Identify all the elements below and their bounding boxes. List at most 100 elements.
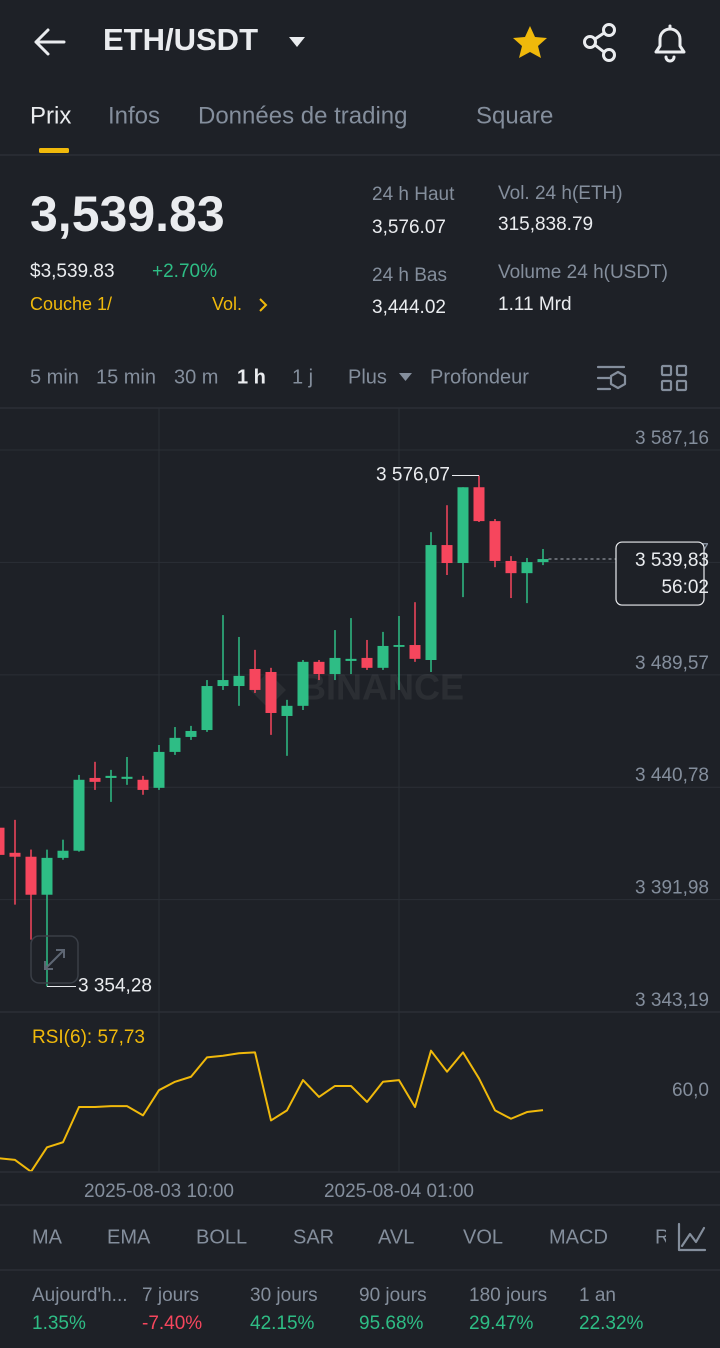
stat-label: 24 h Bas	[372, 265, 447, 286]
period-label: Aujourd'h...	[32, 1285, 128, 1306]
indicator[interactable]: BOLL	[196, 1226, 247, 1248]
candle-body	[329, 657, 341, 675]
period-value: -7.40%	[142, 1313, 202, 1334]
indicator[interactable]: EMA	[107, 1226, 151, 1248]
tab[interactable]: Square	[476, 102, 553, 129]
interval[interactable]: 5 min	[30, 366, 79, 388]
candle-body	[505, 560, 517, 574]
x-tick-label: 2025-08-04 01:00	[324, 1181, 474, 1202]
candle-body	[41, 857, 53, 895]
stat-label: Volume 24 h(USDT)	[498, 262, 668, 283]
tab[interactable]: Infos	[108, 102, 160, 129]
stat-value: 1.11 Mrd	[498, 294, 572, 315]
candle-body	[313, 661, 325, 675]
candle-body	[153, 751, 165, 788]
candle-body	[25, 856, 37, 895]
interval-active[interactable]: 1 h	[237, 366, 266, 388]
layout-icon[interactable]	[660, 364, 688, 392]
candle-body	[137, 779, 149, 790]
share-icon[interactable]	[583, 23, 616, 62]
candle-body	[169, 737, 181, 752]
candle-body	[57, 850, 69, 858]
candle-body	[393, 645, 405, 647]
candle-body	[185, 730, 197, 737]
period-label: 180 jours	[469, 1285, 547, 1306]
candle-body	[345, 658, 357, 661]
rsi-line	[0, 1049, 544, 1173]
candle-body	[0, 827, 5, 855]
pair-title[interactable]: ETH/USDT	[103, 22, 258, 57]
tab[interactable]: Données de trading	[198, 102, 407, 129]
indicator[interactable]: AVL	[378, 1226, 414, 1248]
period-label: 1 an	[579, 1285, 616, 1306]
tab[interactable]: Prix	[30, 102, 71, 129]
y-tick-label: 3 587,16	[635, 428, 709, 449]
more-caret	[399, 373, 412, 381]
price-change: +2.70%	[152, 261, 217, 282]
candle-body	[121, 776, 133, 779]
y-tick-label: 3 489,57	[635, 653, 709, 674]
period-label: 30 jours	[250, 1285, 318, 1306]
low-label: 3 354,28	[78, 975, 152, 996]
period-label: 90 jours	[359, 1285, 427, 1306]
pair-caret[interactable]	[289, 37, 305, 47]
candle-body	[281, 705, 293, 716]
expand-button[interactable]	[30, 935, 79, 984]
candle-body	[105, 775, 117, 778]
indicator[interactable]: MA	[32, 1226, 63, 1248]
candle-body	[457, 487, 469, 564]
indicator[interactable]: MACD	[549, 1226, 608, 1248]
y-tick-label: 3 440,78	[635, 765, 709, 786]
period-value: 42.15%	[250, 1313, 315, 1334]
interval[interactable]: 1 j	[292, 366, 313, 388]
candle-body	[89, 777, 101, 782]
x-tick-label: 2025-08-03 10:00	[84, 1181, 234, 1202]
candle-body	[377, 645, 389, 668]
tab-indicator	[39, 148, 69, 153]
candle-body	[73, 779, 85, 851]
candle-body	[265, 671, 277, 713]
indicator[interactable]: SAR	[293, 1226, 334, 1248]
chevron	[259, 298, 268, 312]
stat-label: 24 h Haut	[372, 184, 455, 205]
interval[interactable]: 30 m	[174, 366, 218, 388]
candle-body	[521, 562, 533, 574]
candle-body	[361, 657, 373, 668]
chart-settings-icon[interactable]	[596, 365, 627, 391]
candle-body	[201, 686, 213, 731]
back-button[interactable]	[34, 28, 66, 56]
candle-body	[441, 545, 453, 564]
high-label: 3 576,07	[376, 465, 450, 486]
candle-body	[489, 521, 501, 561]
period-value: 29.47%	[469, 1313, 534, 1334]
last-price-box	[615, 541, 705, 606]
volume-link[interactable]: Vol.	[212, 294, 242, 314]
period-value: 22.32%	[579, 1313, 644, 1334]
last-price: 3,539.83	[30, 186, 225, 242]
candle-body	[425, 545, 437, 661]
interval[interactable]: 15 min	[96, 366, 156, 388]
stat-value: 315,838.79	[498, 214, 593, 235]
stat-value: 3,576.07	[372, 217, 446, 238]
indicator[interactable]: VOL	[463, 1226, 503, 1248]
favorite-icon[interactable]	[513, 26, 547, 58]
indicator[interactable]: R	[655, 1226, 669, 1248]
alert-icon[interactable]	[654, 24, 686, 63]
period-value: 95.68%	[359, 1313, 424, 1334]
fiat-price: $3,539.83	[30, 261, 115, 282]
stat-value: 3,444.02	[372, 297, 446, 318]
plot: 3 576,07 3 354,28 3 539,83 56:02	[0, 465, 709, 1173]
candle-body	[297, 661, 309, 706]
interval-more[interactable]: Plus	[348, 366, 387, 388]
y-tick-label: 3 391,98	[635, 878, 709, 899]
depth-tab[interactable]: Profondeur	[430, 366, 529, 388]
candle-body	[9, 852, 21, 857]
period-value: 1.35%	[32, 1313, 86, 1334]
indicator-settings-icon[interactable]	[677, 1222, 707, 1252]
period-label: 7 jours	[142, 1285, 199, 1306]
candle-body	[249, 668, 261, 690]
category-tag[interactable]: Couche 1/	[30, 294, 112, 314]
watermark: BINANCE	[300, 667, 464, 708]
